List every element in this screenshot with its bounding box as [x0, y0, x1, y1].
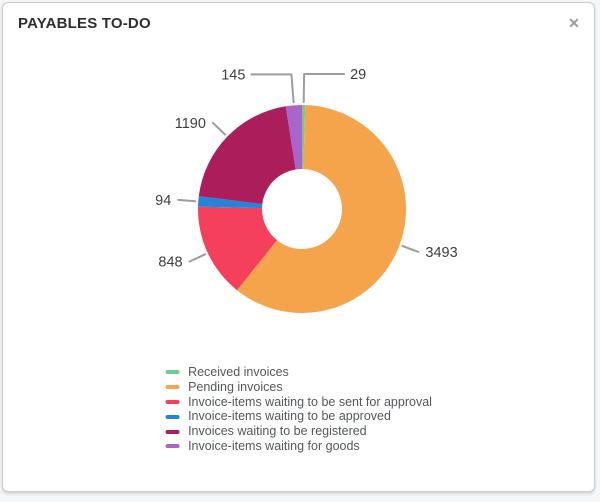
close-icon: ✕ [568, 15, 580, 31]
donut-slice-2[interactable] [197, 206, 278, 291]
slice-value-label-3: 94 [155, 193, 171, 209]
legend-color-marker-icon [165, 444, 180, 449]
payables-widget: PAYABLES TO-DO ✕ 29 3493 848 94 1190 145 Rece… [2, 2, 595, 492]
donut-chart: 29 3493 848 94 1190 145 [155, 67, 458, 314]
legend-color-marker-icon [165, 429, 180, 434]
slice-value-label-4: 1190 [175, 116, 206, 132]
callout-line-5 [250, 73, 295, 104]
legend-item-4[interactable]: Invoices waiting to be registered [165, 424, 432, 439]
callout-line-4 [211, 121, 227, 136]
close-button[interactable]: ✕ [564, 13, 584, 33]
callout-line-0 [302, 73, 346, 103]
legend-color-marker-icon [165, 385, 180, 390]
donut-slice-3[interactable] [198, 196, 263, 209]
donut-slice-0[interactable] [302, 105, 306, 170]
callout-line-3 [177, 198, 197, 203]
legend-label: Pending invoices [188, 379, 283, 394]
chart-legend: Received invoices Pending invoices Invoice… [165, 365, 432, 454]
legend-item-0[interactable]: Received invoices [165, 365, 432, 380]
donut-slice-1[interactable] [237, 105, 406, 314]
page-title: PAYABLES TO-DO [18, 15, 151, 32]
slice-value-label-2: 848 [158, 255, 182, 271]
legend-item-2[interactable]: Invoice-items waiting to be sent for app… [165, 395, 432, 410]
widget-header: PAYABLES TO-DO ✕ [3, 3, 594, 43]
callout-line-1 [401, 245, 420, 253]
slice-value-label-1: 3493 [425, 245, 457, 261]
legend-color-marker-icon [165, 370, 180, 375]
donut-slice-4[interactable] [198, 106, 296, 205]
legend-label: Invoice-items waiting for goods [188, 438, 360, 453]
donut-slice-5[interactable] [285, 105, 302, 170]
legend-label: Invoices waiting to be registered [188, 424, 367, 439]
legend-label: Invoice-items waiting to be approved [188, 409, 391, 424]
legend-color-marker-icon [165, 399, 180, 404]
legend-item-3[interactable]: Invoice-items waiting to be approved [165, 409, 432, 424]
slice-value-label-0: 29 [350, 67, 366, 83]
legend-item-1[interactable]: Pending invoices [165, 380, 432, 395]
callout-line-2 [188, 253, 207, 263]
legend-label: Invoice-items waiting to be sent for app… [188, 394, 432, 409]
legend-item-5[interactable]: Invoice-items waiting for goods [165, 439, 432, 454]
legend-color-marker-icon [165, 414, 180, 419]
slice-value-label-5: 145 [221, 67, 245, 83]
legend-label: Received invoices [188, 365, 289, 379]
